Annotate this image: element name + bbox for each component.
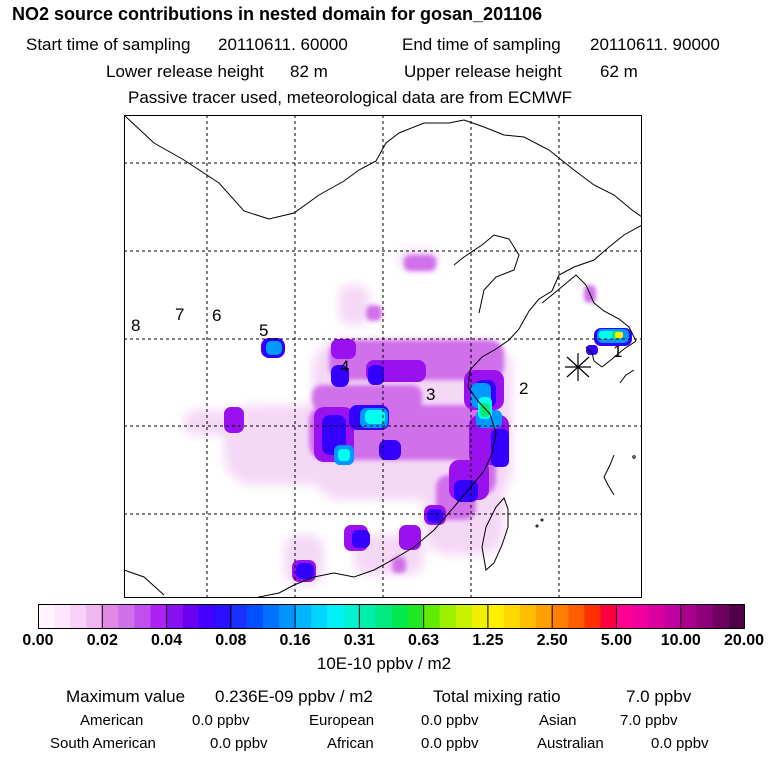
colorbar-cell [279, 604, 296, 629]
colorbar-cell [54, 604, 71, 629]
contribution-yellow [615, 332, 623, 338]
region-south-american-label: South American [50, 735, 156, 752]
region-number-5: 5 [259, 321, 269, 340]
region-number-8: 8 [131, 316, 141, 335]
colorbar-cell [728, 604, 745, 629]
end-time-label: End time of sampling [402, 35, 561, 54]
plot-title: NO2 source contributions in nested domai… [12, 4, 543, 24]
colorbar-cell [327, 604, 344, 629]
colorbar-cell [648, 604, 666, 629]
upper-release-label: Upper release height [404, 62, 562, 81]
colorbar-tick-label: 0.16 [279, 632, 311, 649]
region-number-3: 3 [426, 385, 436, 404]
colorbar-cell [568, 604, 585, 629]
colorbar-unit: 10E-10 ppbv / m2 [316, 654, 452, 673]
colorbar-cell [102, 604, 119, 629]
colorbar-cell [696, 604, 714, 629]
star-receptor-icon [565, 353, 591, 381]
region-australian-value: 0.0 ppbv [651, 735, 709, 752]
region-number-7: 7 [175, 305, 185, 324]
region-american-value: 0.0 ppbv [192, 712, 250, 729]
map-panel [124, 115, 642, 598]
colorbar-cell [230, 604, 248, 629]
total-mixing-label: Total mixing ratio [433, 687, 561, 706]
colorbar-cell [359, 604, 377, 629]
colorbar-cell [552, 604, 569, 629]
coastlines [124, 115, 642, 598]
colorbar-cell [375, 604, 393, 629]
region-number-1: 1 [613, 342, 623, 361]
colorbar-cell [86, 604, 103, 629]
colorbar-cell [455, 604, 473, 629]
region-african-label: African [327, 735, 374, 752]
colorbar-cell [134, 604, 152, 629]
start-time-label: Start time of sampling [26, 35, 191, 54]
colorbar-cell [70, 604, 87, 629]
colorbar-cell [391, 604, 409, 629]
tracer-note: Passive tracer used, meteorological data… [128, 88, 573, 107]
colorbar-cell [150, 604, 168, 629]
colorbar-cell [520, 604, 537, 629]
region-australian-label: Australian [537, 735, 604, 752]
colorbar-cell [262, 604, 280, 629]
colorbar-cell [487, 604, 505, 629]
colorbar-cell [616, 604, 634, 629]
colorbar-tick-label: 10.00 [660, 632, 701, 649]
colorbar-cell [38, 604, 55, 629]
colorbar-tick-label: 0.08 [215, 632, 247, 649]
region-european-label: European [309, 712, 375, 729]
max-value-label: Maximum value [66, 687, 186, 706]
colorbar-cell [423, 604, 441, 629]
map-frame [124, 115, 642, 598]
colorbar-tick-label: 0.31 [343, 632, 375, 649]
lower-release-value: 82 m [290, 62, 328, 81]
region-south-american-value: 0.0 ppbv [210, 735, 268, 752]
colorbar-cell [536, 604, 553, 629]
colorbar-tick-label: 5.00 [600, 632, 633, 649]
colorbar-tick-label: 0.63 [408, 632, 440, 649]
region-asian-value: 7.0 ppbv [620, 712, 678, 729]
colorbar-cell [664, 604, 682, 629]
max-value: 0.236E-09 ppbv / m2 [215, 687, 373, 706]
colorbar-cell [343, 604, 360, 629]
end-time-value: 20110611. 90000 [590, 35, 720, 54]
colorbar-tick-label: 2.50 [536, 632, 568, 649]
colorbar-cell [118, 604, 136, 629]
colorbar-tick-label: 0.02 [86, 632, 118, 649]
total-mixing-value: 7.0 ppbv [626, 687, 692, 706]
lat-lon-grid [124, 115, 642, 598]
lower-release-label: Lower release height [106, 62, 264, 81]
region-number-4: 4 [340, 357, 350, 376]
region-asian-label: Asian [539, 712, 577, 729]
colorbar-cell [439, 604, 457, 629]
contribution-cyan [338, 331, 615, 461]
colorbar-tick-label: 0.04 [150, 632, 183, 649]
colorbar-cell [680, 604, 698, 629]
colorbar-cell [295, 604, 312, 629]
colorbar-cell [246, 604, 264, 629]
region-number-6: 6 [212, 306, 222, 325]
colorbar-cell [712, 604, 730, 629]
colorbar-cell [214, 604, 232, 629]
colorbar-cell [198, 604, 216, 629]
colorbar-cell [471, 604, 489, 629]
region-african-value: 0.0 ppbv [421, 735, 479, 752]
colorbar-cell [407, 604, 425, 629]
colorbar-cell [584, 604, 601, 629]
colorbar-cell [311, 604, 328, 629]
color-scale-bar [38, 604, 745, 629]
colorbar-cell [182, 604, 200, 629]
colorbar-tick-label: 20.00 [723, 632, 765, 649]
start-time-value: 20110611. 60000 [218, 35, 348, 54]
upper-release-value: 62 m [600, 62, 638, 81]
colorbar-tick-label: 1.25 [472, 632, 504, 649]
colorbar-tick-label: 0.00 [22, 632, 54, 649]
colorbar-cell [166, 604, 184, 629]
colorbar-cell [600, 604, 618, 629]
region-number-2: 2 [519, 379, 529, 398]
colorbar-cell [503, 604, 521, 629]
region-american-label: American [80, 712, 144, 729]
colorbar-cell [632, 604, 650, 629]
region-european-value: 0.0 ppbv [421, 712, 479, 729]
